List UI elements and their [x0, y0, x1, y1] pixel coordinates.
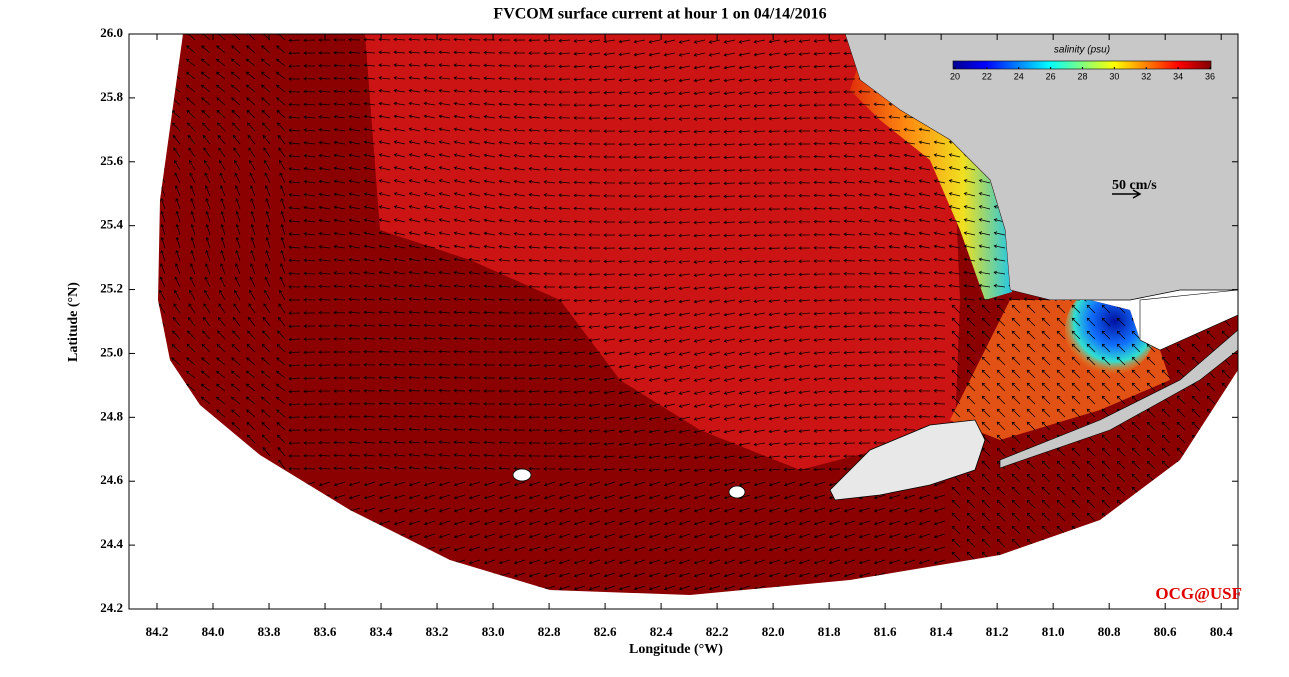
salinity-region — [365, 34, 960, 470]
florida-keys — [999, 329, 1238, 469]
y-tick-label: 24.4 — [100, 536, 123, 551]
x-tick-label: 83.0 — [482, 624, 505, 639]
scale-arrow-label: 50 cm/s — [1112, 178, 1157, 193]
y-tick-label: 25.4 — [100, 217, 123, 232]
keys-area — [1139, 289, 1238, 351]
x-tick-label: 82.0 — [762, 624, 785, 639]
y-tick-label: 25.2 — [100, 281, 123, 296]
title: FVCOM surface current at hour 1 on 04/14… — [493, 6, 826, 23]
colorbar-tick-label: 24 — [1014, 71, 1024, 81]
x-tick-label: 82.6 — [594, 624, 617, 639]
x-tick-label: 82.4 — [650, 624, 673, 639]
x-tick-label: 83.4 — [370, 624, 393, 639]
x-axis-label: Longitude (°W) — [629, 642, 723, 657]
colorbar-tick-label: 32 — [1141, 71, 1151, 81]
x-tick-label: 81.4 — [930, 624, 953, 639]
colorbar-tick-label: 34 — [1173, 71, 1183, 81]
colorbar-tick-label: 20 — [950, 71, 960, 81]
colorbar-tick-label: 22 — [982, 71, 992, 81]
island — [728, 485, 746, 499]
x-tick-label: 84.2 — [146, 624, 169, 639]
y-tick-label: 24.8 — [100, 408, 123, 423]
scale-arrow — [1112, 189, 1142, 199]
salinity-region — [850, 60, 1012, 300]
x-tick-label: 80.4 — [1210, 624, 1233, 639]
salinity-field — [365, 34, 1170, 470]
x-tick-label: 81.6 — [874, 624, 897, 639]
y-tick-label: 24.6 — [100, 472, 123, 487]
x-tick-label: 81.0 — [1042, 624, 1065, 639]
credit: OCG@USF — [1155, 584, 1242, 603]
colorbar-tick-label: 36 — [1205, 71, 1215, 81]
island — [829, 419, 986, 501]
colorbar-ticks: 20 22 24 26 28 30 32 34 36 — [950, 67, 1215, 81]
x-tick-label: 83.2 — [426, 624, 449, 639]
x-tick-label: 82.8 — [538, 624, 561, 639]
colorbar-label: salinity (psu) — [1054, 45, 1110, 56]
x-tick-label: 81.8 — [818, 624, 841, 639]
x-tick-label: 83.6 — [314, 624, 337, 639]
y-tick-label: 25.0 — [100, 344, 123, 359]
x-tick-label: 83.8 — [258, 624, 281, 639]
colorbar-tick-label: 26 — [1046, 71, 1056, 81]
y-tick-label: 25.6 — [100, 153, 123, 168]
map-layer — [158, 34, 1238, 595]
plot-frame — [128, 33, 1239, 610]
y-axis-label: Latitude (°N) — [66, 282, 81, 362]
y-tick-label: 25.8 — [100, 89, 123, 104]
y-tick-label: 24.2 — [100, 600, 123, 615]
y-tick-label: 26.0 — [100, 25, 123, 40]
island — [512, 468, 532, 482]
x-tick-label: 81.2 — [986, 624, 1009, 639]
colorbar-tick-label: 30 — [1109, 71, 1119, 81]
colorbar-tick-label: 28 — [1077, 71, 1087, 81]
x-tick-label: 80.6 — [1154, 624, 1177, 639]
x-tick-label: 80.8 — [1098, 624, 1121, 639]
axis-ticks: 84.2 84.0 83.8 83.6 83.4 83.2 83.0 82.8 82.6 82.4… — [100, 25, 1238, 639]
x-tick-label: 82.2 — [706, 624, 729, 639]
x-tick-label: 84.0 — [202, 624, 225, 639]
